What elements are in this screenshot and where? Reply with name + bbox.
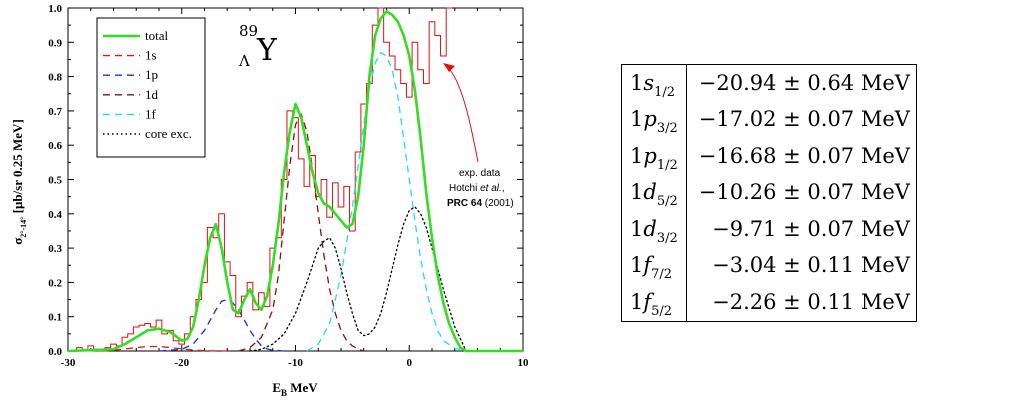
y-tick-label: 0.6 xyxy=(48,140,62,152)
legend: total 1s 1p 1d 1f core exc. xyxy=(96,17,206,158)
legend-box xyxy=(96,17,206,158)
nucleus-title: 89 Λ Y xyxy=(238,22,278,70)
series-core-exc--line xyxy=(249,206,467,352)
binding-energy-value: −17.02 ± 0.07 MeV xyxy=(698,107,910,132)
table-row: 1d3/2 −9.71 ± 0.07 MeV xyxy=(621,211,917,248)
state-n: 1 xyxy=(630,253,644,278)
annotation-line-2: Hotchi et al., xyxy=(449,183,505,194)
legend-label-1f: 1f xyxy=(145,106,157,121)
series-1s-line xyxy=(102,345,228,352)
annotation-line-3: PRC 64 (2001) xyxy=(447,198,514,209)
legend-label-1s: 1s xyxy=(145,48,157,63)
state-l: p xyxy=(643,143,657,168)
title-element: Y xyxy=(256,33,278,68)
axis-ticks xyxy=(67,7,524,352)
legend-label-1d: 1d xyxy=(145,87,159,102)
state-l: f xyxy=(643,253,652,278)
y-axis-title: σ2°-14° [μb/sr 0.25 MeV] xyxy=(10,119,28,245)
state-j: 7/2 xyxy=(651,267,673,283)
exp-data-histogram xyxy=(70,7,452,352)
table-row: 1d5/2 −10.26 ± 0.07 MeV xyxy=(621,174,917,211)
state-label: 1d3/2 xyxy=(621,211,687,248)
y-tick-label: 0.1 xyxy=(48,312,62,324)
state-l: d xyxy=(643,216,657,241)
annotation-arrow xyxy=(449,69,479,163)
x-tick-label: -10 xyxy=(288,357,303,369)
state-j: 5/2 xyxy=(651,303,673,319)
y-tick-label: 0.4 xyxy=(48,209,62,221)
state-l: s xyxy=(643,70,655,95)
state-n: 1 xyxy=(630,70,644,95)
binding-energy-value: −3.04 ± 0.11 MeV xyxy=(712,253,910,278)
x-tick-label: -20 xyxy=(174,357,189,369)
model-curves xyxy=(67,10,523,353)
x-tick-label: -30 xyxy=(61,357,76,369)
y-tick-label: 0.9 xyxy=(48,37,62,49)
experimental-data xyxy=(70,7,452,352)
y-tick-label: 1.0 xyxy=(48,3,62,15)
state-n: 1 xyxy=(630,289,644,314)
table-row: 1s1/2 −20.94 ± 0.64 MeV xyxy=(621,64,917,102)
binding-energy-value: −20.94 ± 0.64 MeV xyxy=(698,70,910,95)
state-label: 1f5/2 xyxy=(621,284,687,321)
state-n: 1 xyxy=(630,216,644,241)
legend-label-1p: 1p xyxy=(145,67,158,82)
series-1f-line xyxy=(306,51,467,352)
annotation-arrowhead xyxy=(443,63,455,72)
exp-data-annotation: exp. data Hotchi et al., PRC 64 (2001) xyxy=(443,63,514,209)
series-total-line xyxy=(67,10,523,353)
state-n: 1 xyxy=(630,143,644,168)
state-j: 3/2 xyxy=(656,230,678,246)
state-l: p xyxy=(643,107,657,132)
series-1p-line xyxy=(158,298,285,352)
table-row: 1f5/2 −2.26 ± 0.11 MeV xyxy=(621,284,917,321)
y-tick-label: 0.2 xyxy=(48,277,62,289)
title-mass: 89 xyxy=(239,22,258,40)
table-row: 1p1/2 −16.68 ± 0.07 MeV xyxy=(621,138,917,175)
state-n: 1 xyxy=(630,107,644,132)
legend-label-core-exc-: core exc. xyxy=(145,126,192,141)
state-j: 5/2 xyxy=(656,194,678,210)
y-tick-label: 0.5 xyxy=(48,175,62,187)
binding-energy-table: 1s1/2 −20.94 ± 0.64 MeV 1p3/2 −17.02 ± 0.07… xyxy=(621,64,917,322)
table-row: 1f7/2 −3.04 ± 0.11 MeV xyxy=(621,247,917,284)
y-tick-label: 0.3 xyxy=(48,243,62,255)
state-j: 1/2 xyxy=(656,157,678,173)
binding-energy-value: −16.68 ± 0.07 MeV xyxy=(698,143,910,168)
state-n: 1 xyxy=(630,180,644,205)
binding-energy-value: −9.71 ± 0.07 MeV xyxy=(712,216,910,241)
x-axis-title: EB MeV xyxy=(272,380,318,398)
binding-energy-value: −2.26 ± 0.11 MeV xyxy=(712,289,910,314)
state-j: 3/2 xyxy=(656,121,678,137)
state-j: 1/2 xyxy=(654,84,676,100)
state-label: 1d5/2 xyxy=(621,174,687,211)
series-1d-line xyxy=(238,113,365,352)
title-hyperon: Λ xyxy=(238,52,250,70)
state-label: 1f7/2 xyxy=(621,247,687,284)
state-l: f xyxy=(643,289,652,314)
y-tick-label: 0.0 xyxy=(48,346,62,358)
legend-label-total: total xyxy=(145,28,168,43)
x-tick-label: 0 xyxy=(407,357,413,369)
annotation-line-1: exp. data xyxy=(459,168,501,179)
state-l: d xyxy=(643,180,657,205)
table-row: 1p3/2 −17.02 ± 0.07 MeV xyxy=(621,101,917,138)
y-tick-label: 0.7 xyxy=(48,106,62,118)
state-label: 1s1/2 xyxy=(621,64,687,102)
x-tick-label: 10 xyxy=(518,357,530,369)
binding-energy-value: −10.26 ± 0.07 MeV xyxy=(698,180,910,205)
state-label: 1p3/2 xyxy=(621,101,687,138)
y-tick-label: 0.8 xyxy=(48,72,62,84)
tick-labels: -30 -20 -10 0 10 0.0 0.1 0.2 0.3 0.4 0.5 0.6 0.7 0.8 0… xyxy=(48,3,529,369)
state-label: 1p1/2 xyxy=(621,138,687,175)
